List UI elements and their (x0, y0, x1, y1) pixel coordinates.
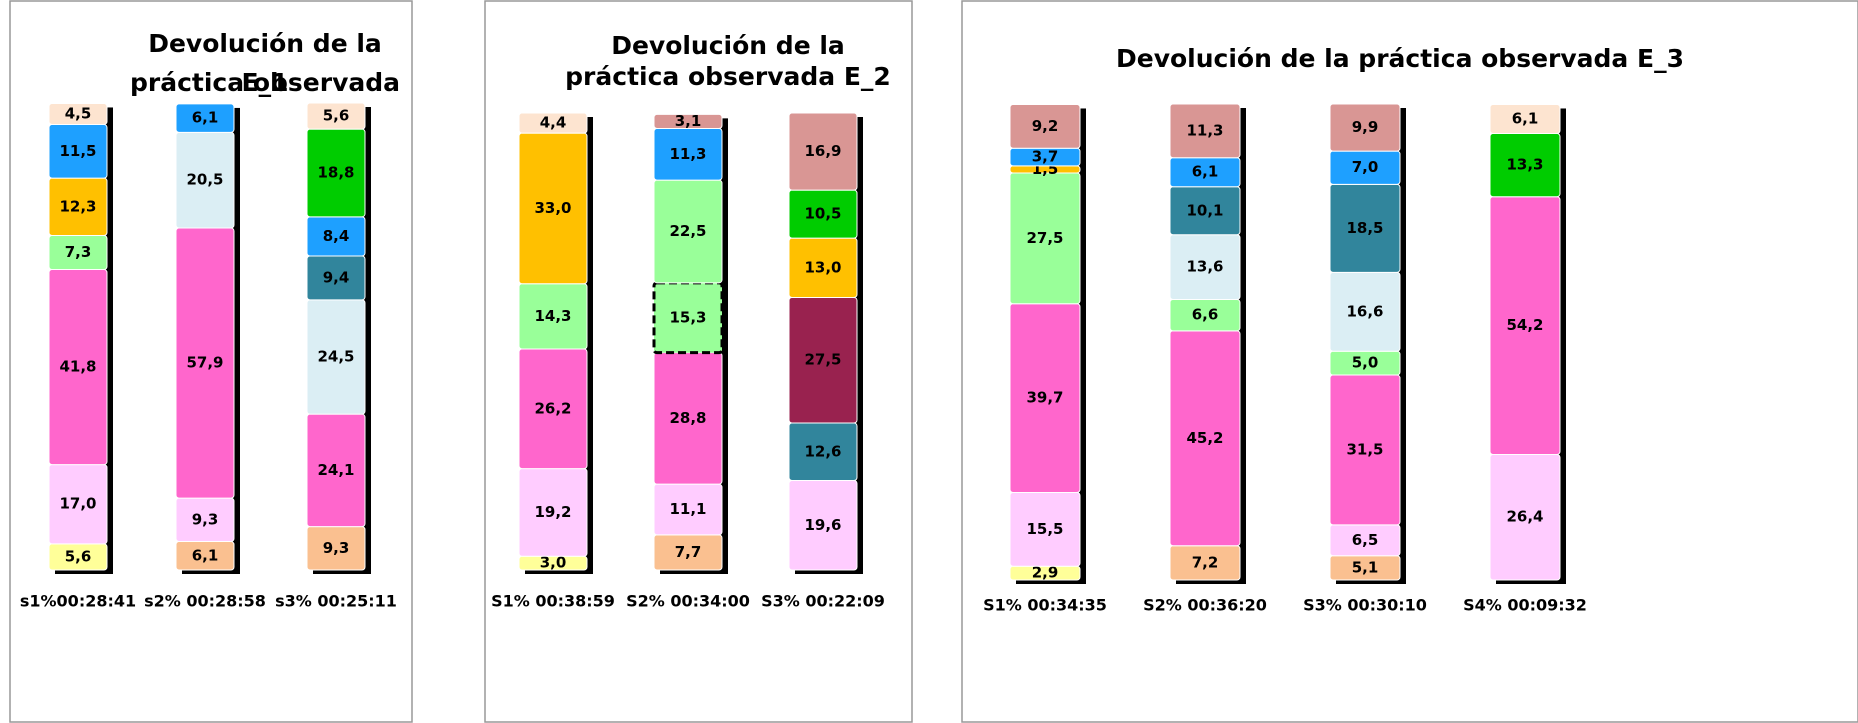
title-line: práctica observada (130, 68, 400, 97)
segment-label: 2,9 (1032, 564, 1059, 582)
segment-label: 45,2 (1186, 429, 1223, 447)
segment-label: 31,5 (1346, 440, 1383, 458)
segment-label: 7,0 (1352, 158, 1379, 176)
segment-label: 18,8 (317, 163, 354, 181)
title-line: E_1 (242, 68, 289, 97)
segment-label: 33,0 (534, 199, 571, 217)
bar-segment (518, 112, 588, 134)
segment-label: 22,5 (669, 222, 706, 240)
segment-label: 41,8 (59, 358, 96, 376)
segment-label: 5,6 (323, 107, 350, 125)
segment-label: 4,5 (65, 104, 92, 122)
segment-label: 3,1 (675, 112, 702, 130)
segment-label: 26,2 (534, 399, 571, 417)
x-tick-label: S3% 00:22:09 (761, 592, 885, 611)
bar-segment (1329, 103, 1401, 152)
segment-label: 11,1 (669, 500, 706, 518)
segment-label: 9,2 (1032, 117, 1059, 135)
segment-label: 24,5 (317, 348, 354, 366)
segment-label: 12,6 (804, 442, 841, 460)
segment-label: 16,6 (1346, 302, 1383, 320)
segment-label: 3,0 (540, 554, 567, 572)
chart-title: Devolución de la práctica observada E_2 (565, 31, 891, 91)
segment-label: 6,1 (1512, 109, 1539, 127)
segment-label: 6,1 (192, 546, 219, 564)
x-tick-label: S1% 00:34:35 (983, 596, 1107, 615)
segment-label: 11,3 (669, 145, 706, 163)
bar-segment (1009, 103, 1081, 149)
title-line: Devolución de la (148, 29, 382, 58)
segment-label: 20,5 (186, 171, 223, 189)
segment-label: 11,3 (1186, 121, 1223, 139)
x-tick-label: s3% 00:25:11 (275, 592, 397, 611)
segment-label: 54,2 (1506, 316, 1543, 334)
segment-label: 9,3 (323, 539, 350, 557)
segment-label: 57,9 (186, 354, 223, 372)
segment-label: 5,0 (1352, 354, 1379, 372)
segment-label: 6,1 (192, 109, 219, 127)
title-line: Devolución de la práctica observada E_3 (1116, 44, 1684, 73)
panel-border (484, 0, 913, 723)
panel-border (9, 0, 413, 723)
segment-label: 6,6 (1192, 306, 1219, 324)
chart-title: Devolución de la práctica observadaE_1 (130, 29, 400, 97)
segment-label: 15,5 (1026, 520, 1063, 538)
bar-segment (175, 103, 235, 133)
segment-label: 9,9 (1352, 118, 1379, 136)
bar-segment (788, 112, 858, 191)
x-tick-label: s2% 00:28:58 (144, 592, 266, 611)
x-tick-label: S3% 00:30:10 (1303, 596, 1427, 615)
segment-label: 7,2 (1192, 553, 1219, 571)
segment-label: 6,1 (1192, 163, 1219, 181)
chart-title: Devolución de la práctica observada E_3 (1116, 44, 1684, 73)
segment-label: 3,7 (1032, 148, 1059, 166)
bar-segment (1169, 103, 1241, 159)
segment-label: 27,5 (804, 351, 841, 369)
segment-label: 14,3 (534, 307, 571, 325)
segment-label: 27,5 (1026, 229, 1063, 247)
segment-label: 19,6 (804, 516, 841, 534)
segment-label: 26,4 (1506, 508, 1543, 526)
x-tick-label: S1% 00:38:59 (491, 592, 615, 611)
segment-label: 28,8 (669, 409, 706, 427)
segment-label: 7,7 (675, 543, 702, 561)
x-tick-label: S2% 00:36:20 (1143, 596, 1267, 615)
bar-segment (653, 113, 723, 130)
segment-label: 19,2 (534, 503, 571, 521)
segment-label: 9,4 (323, 268, 350, 286)
bar-segment (48, 102, 108, 125)
segment-label: 17,0 (59, 495, 96, 513)
segment-label: 8,4 (323, 227, 350, 245)
bar-segment (1489, 103, 1561, 134)
segment-label: 15,3 (669, 308, 706, 326)
segment-label: 24,1 (317, 461, 354, 479)
segment-label: 13,3 (1506, 156, 1543, 174)
title-line: práctica observada E_2 (565, 62, 891, 91)
segment-label: 4,4 (540, 114, 567, 132)
panel-border (961, 0, 1858, 723)
x-tick-label: S2% 00:34:00 (626, 592, 750, 611)
segment-label: 12,3 (59, 197, 96, 215)
segment-label: 13,0 (804, 258, 841, 276)
segment-label: 7,3 (65, 243, 92, 261)
segment-label: 10,5 (804, 205, 841, 223)
segment-label: 9,3 (192, 510, 219, 528)
segment-label: 13,6 (1186, 258, 1223, 276)
bar-segment (306, 102, 366, 130)
segment-label: 5,6 (65, 547, 92, 565)
x-tick-label: S4% 00:09:32 (1463, 596, 1587, 615)
segment-label: 6,5 (1352, 531, 1379, 549)
segment-label: 39,7 (1026, 389, 1063, 407)
segment-label: 5,1 (1352, 558, 1379, 576)
segment-label: 11,5 (59, 142, 96, 160)
x-tick-label: s1%00:28:41 (20, 592, 136, 611)
title-line: Devolución de la (611, 31, 845, 60)
segment-label: 18,5 (1346, 219, 1383, 237)
segment-label: 16,9 (804, 142, 841, 160)
segment-label: 10,1 (1186, 201, 1223, 219)
